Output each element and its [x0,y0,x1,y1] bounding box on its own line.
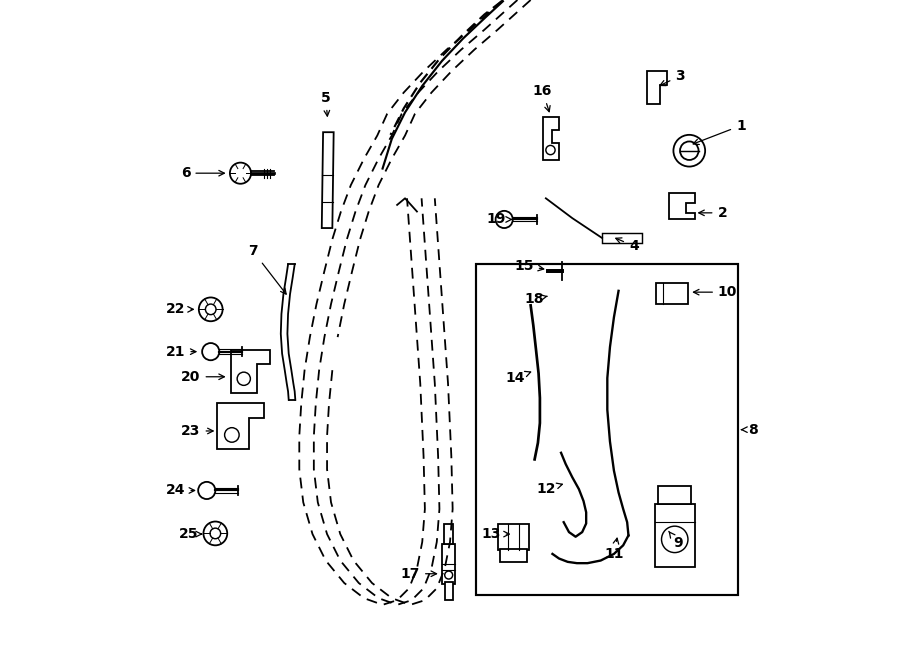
Text: 11: 11 [604,538,624,561]
Circle shape [238,372,250,385]
Circle shape [680,141,698,160]
Text: 21: 21 [166,344,196,359]
Text: 19: 19 [487,212,512,227]
Text: 1: 1 [693,118,746,145]
Text: 25: 25 [179,527,202,541]
Text: 5: 5 [321,91,330,116]
Bar [445,582,453,600]
Bar [498,524,529,550]
Polygon shape [670,193,695,219]
Text: 15: 15 [514,258,544,273]
Circle shape [662,526,688,553]
Bar [602,233,642,243]
Text: 12: 12 [536,482,562,496]
Bar [656,283,688,304]
Polygon shape [647,71,667,104]
Circle shape [203,522,227,545]
Text: 9: 9 [669,531,683,551]
Circle shape [545,145,555,155]
Text: 22: 22 [166,302,194,317]
Text: 6: 6 [181,166,224,180]
Circle shape [230,163,251,184]
Circle shape [198,482,215,499]
Circle shape [202,343,220,360]
Polygon shape [217,403,264,449]
Text: 8: 8 [742,422,758,437]
Circle shape [673,135,705,167]
Text: 17: 17 [400,566,436,581]
Circle shape [496,211,513,228]
Text: 10: 10 [694,285,737,299]
Text: 7: 7 [248,244,286,294]
Text: 20: 20 [181,369,224,384]
Text: 14: 14 [505,371,531,385]
Circle shape [205,304,216,315]
Bar [444,524,454,544]
Text: 3: 3 [660,69,685,86]
Text: 18: 18 [525,292,547,306]
Text: 4: 4 [616,238,639,253]
Bar [655,504,695,567]
Circle shape [445,571,453,579]
Polygon shape [543,117,559,160]
Polygon shape [548,266,574,284]
Text: 23: 23 [181,424,213,438]
Bar [658,486,691,504]
Bar [442,544,455,584]
Bar [476,264,737,595]
Text: 16: 16 [533,84,553,112]
Bar [500,549,526,562]
Text: 24: 24 [166,483,194,498]
Text: 2: 2 [698,206,727,220]
Circle shape [199,297,222,321]
Text: 13: 13 [482,527,509,541]
Circle shape [225,428,239,442]
Circle shape [210,528,220,539]
Polygon shape [230,350,270,393]
